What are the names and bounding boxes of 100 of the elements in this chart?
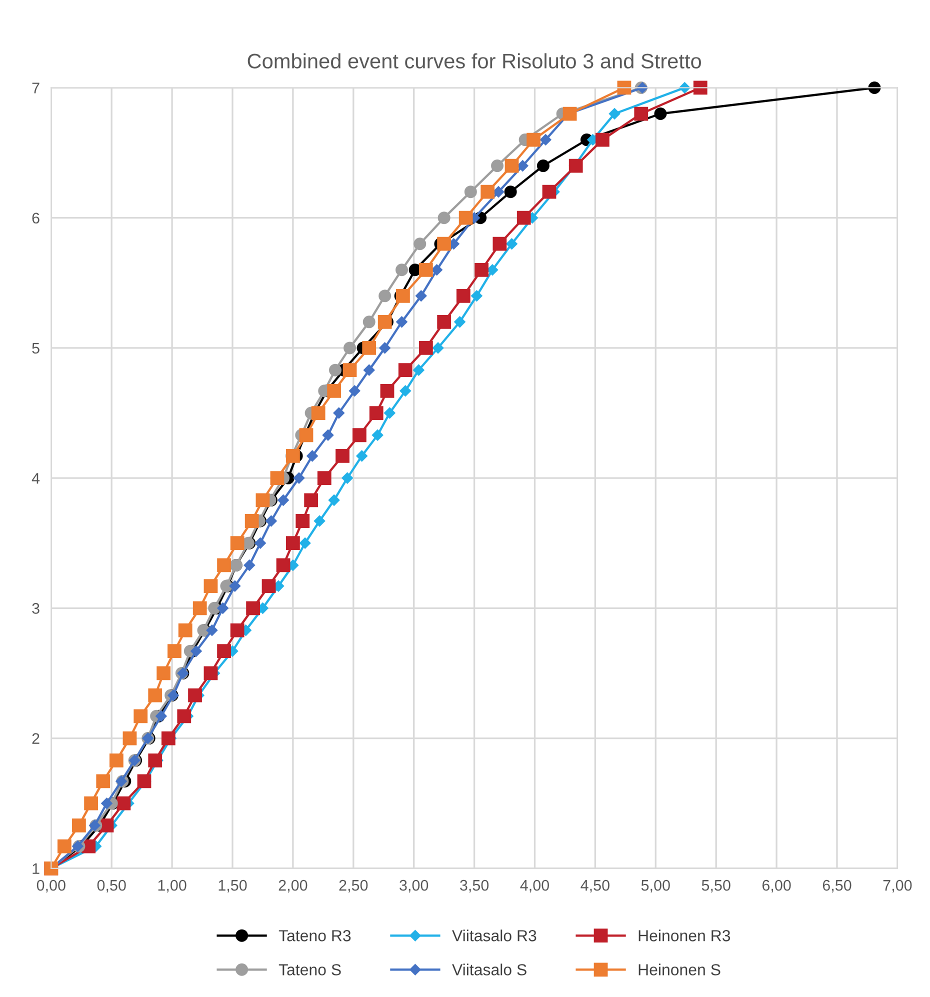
x-tick-label: 5,50 (702, 880, 730, 893)
point (413, 364, 424, 376)
point (342, 472, 353, 484)
x-tick-label: 1,50 (218, 880, 247, 893)
point (474, 262, 488, 277)
point (116, 796, 131, 810)
point (156, 666, 171, 680)
point (438, 212, 450, 224)
point (122, 731, 137, 746)
point (396, 264, 408, 276)
point (362, 316, 376, 328)
point (491, 160, 504, 172)
point (526, 132, 540, 147)
point (378, 314, 392, 329)
point (134, 709, 148, 724)
chart-title: Combined event curves for Risoluto 3 and Stretto (248, 53, 701, 68)
point (208, 602, 221, 614)
point (506, 238, 518, 250)
point (437, 314, 452, 329)
point (217, 558, 231, 572)
point (352, 428, 366, 442)
point (380, 384, 394, 398)
legend-label: Viitasalo S (452, 964, 526, 976)
point (190, 646, 202, 657)
point (437, 236, 452, 251)
point (192, 601, 207, 616)
point (84, 796, 98, 810)
point (540, 134, 552, 146)
x-tick-label: 4,00 (520, 880, 550, 893)
x-tick-label: 6,00 (762, 880, 791, 893)
point (314, 515, 326, 527)
point (296, 514, 310, 528)
y-tick-label: 2 (32, 733, 40, 744)
point (278, 494, 289, 506)
legend-label: Tateno S (278, 964, 341, 976)
point (246, 601, 260, 616)
point (634, 106, 648, 121)
point (364, 364, 375, 376)
point (504, 186, 517, 198)
point (378, 290, 392, 302)
point (109, 753, 124, 768)
point (96, 774, 110, 788)
point (304, 493, 318, 508)
x-tick-label: 2,00 (278, 880, 308, 893)
point (266, 515, 277, 527)
point (504, 158, 519, 173)
legend-label: Tateno R3 (278, 930, 351, 942)
point (536, 160, 550, 172)
point (431, 264, 442, 276)
point (654, 108, 667, 120)
point (229, 580, 241, 592)
point (398, 363, 412, 378)
point (344, 342, 356, 354)
point (311, 406, 326, 420)
point (396, 316, 408, 328)
point (542, 184, 556, 199)
point (317, 471, 332, 486)
point (372, 430, 384, 441)
point (137, 774, 152, 788)
point (471, 290, 482, 302)
x-tick-label: 7,00 (883, 880, 912, 893)
point (456, 288, 470, 303)
point (458, 210, 473, 225)
point (400, 385, 411, 396)
y-tick-label: 3 (32, 603, 40, 614)
point (254, 538, 266, 549)
legend-label: Heinonen R3 (638, 930, 730, 942)
point (72, 818, 86, 832)
point (328, 494, 340, 506)
point (322, 430, 334, 441)
x-tick-label: 0,00 (36, 880, 66, 893)
point (516, 210, 531, 225)
point (329, 364, 342, 376)
point (384, 407, 396, 419)
point (262, 579, 276, 593)
point (492, 236, 507, 251)
point (168, 644, 182, 658)
point (379, 342, 390, 354)
point (101, 798, 112, 809)
point (342, 363, 357, 378)
point (156, 710, 167, 722)
point (517, 160, 528, 172)
point (100, 818, 114, 832)
x-tick-label: 2,50 (339, 880, 368, 893)
x-tick-label: 1,00 (158, 880, 186, 893)
point (432, 342, 444, 354)
point (362, 341, 376, 355)
point (58, 839, 72, 854)
point (562, 106, 577, 121)
point (333, 407, 344, 419)
point (464, 186, 477, 198)
point (276, 558, 290, 572)
y-tick-label: 5 (32, 342, 40, 354)
x-tick-label: 3,00 (400, 880, 428, 893)
point (230, 536, 244, 550)
point (270, 471, 284, 486)
point (327, 384, 341, 398)
point (217, 644, 231, 658)
y-tick-label: 7 (32, 82, 40, 94)
point (177, 709, 192, 724)
